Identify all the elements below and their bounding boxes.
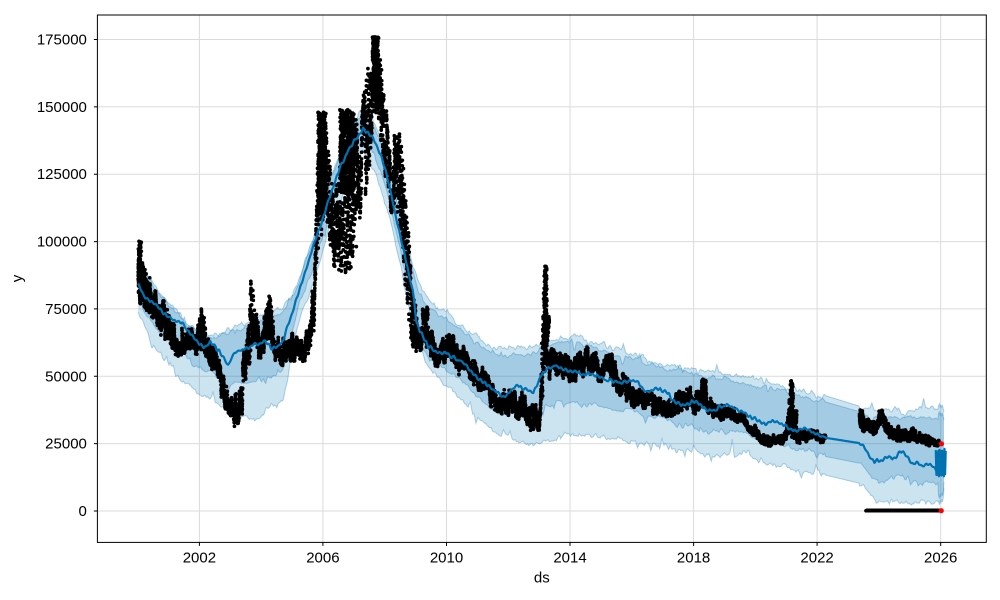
- svg-text:2018: 2018: [677, 550, 710, 567]
- svg-text:ds: ds: [534, 570, 550, 587]
- svg-text:2010: 2010: [430, 550, 463, 567]
- svg-text:2014: 2014: [553, 550, 586, 567]
- svg-text:0: 0: [79, 503, 87, 520]
- svg-text:150000: 150000: [37, 99, 87, 116]
- svg-text:2002: 2002: [183, 550, 216, 567]
- svg-text:25000: 25000: [45, 436, 87, 453]
- svg-text:175000: 175000: [37, 32, 87, 49]
- svg-text:2006: 2006: [306, 550, 339, 567]
- svg-text:2022: 2022: [800, 550, 833, 567]
- svg-text:2026: 2026: [924, 550, 957, 567]
- svg-text:y: y: [9, 274, 26, 282]
- svg-text:75000: 75000: [45, 301, 87, 318]
- svg-text:125000: 125000: [37, 166, 87, 183]
- svg-text:100000: 100000: [37, 234, 87, 251]
- svg-text:50000: 50000: [45, 368, 87, 385]
